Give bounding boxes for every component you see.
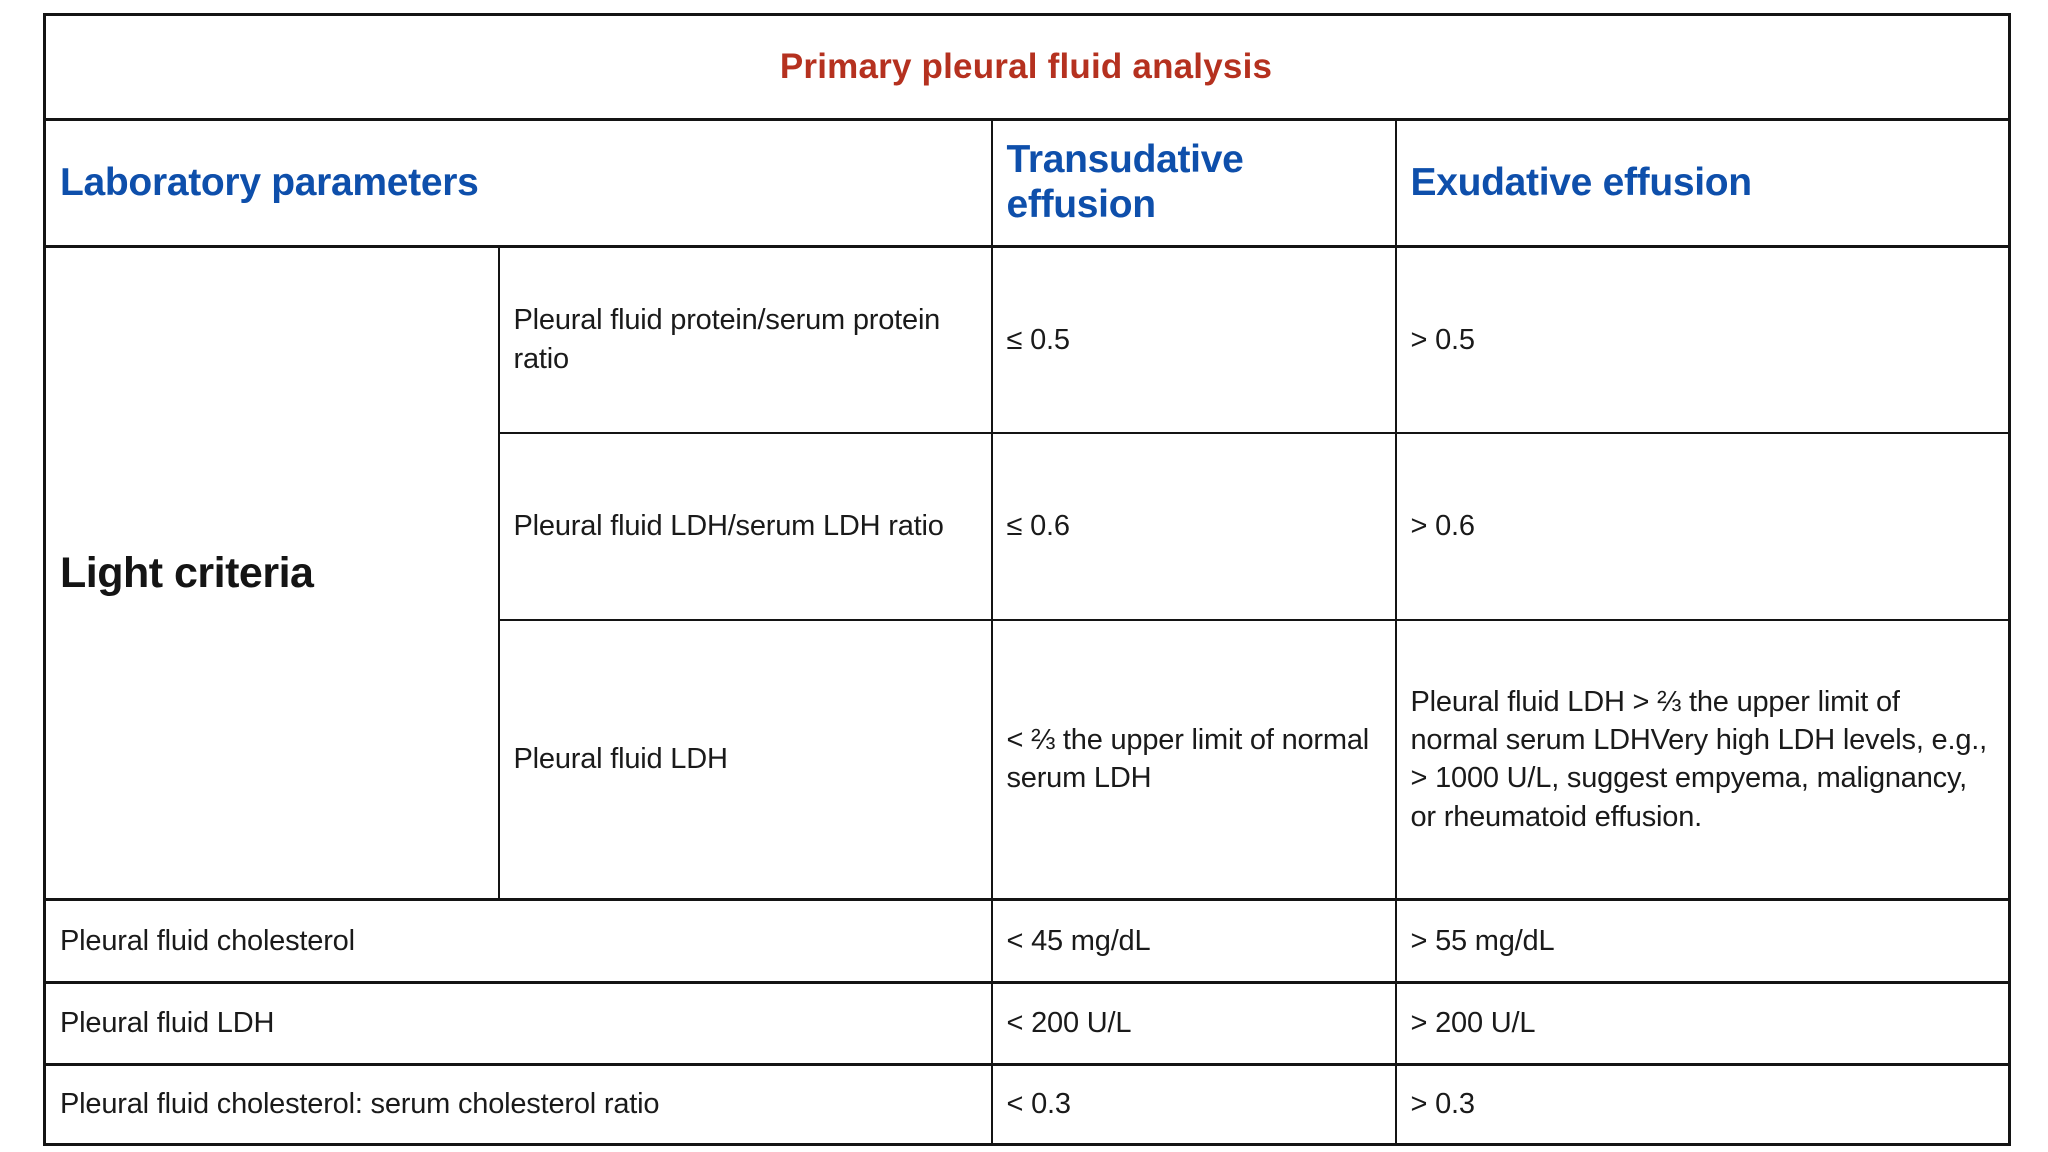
row-pleural-fluid-ldh-light: Pleural fluid LDH < ⅔ the upper limit of… [45, 618, 2011, 901]
pleural-fluid-analysis-panel: Primary pleural fluid analysis Laborator… [43, 13, 2011, 1146]
transudative-cholesterol-ratio-value: < 0.3 [990, 1063, 1397, 1146]
header-transudative-effusion: Transudative effusion [990, 118, 1397, 248]
exudative-protein-ratio-value: > 0.5 [1394, 245, 2011, 434]
exudative-ldh-absolute-value: > 200 U/L [1394, 981, 2011, 1066]
exudative-ldh-ratio-value: > 0.6 [1394, 431, 2011, 621]
parameter-pleural-fluid-ldh: Pleural fluid LDH [497, 618, 993, 901]
row-protein-ratio: Light criteria Pleural fluid protein/ser… [43, 245, 2011, 901]
exudative-cholesterol-value: > 55 mg/dL [1394, 898, 2011, 984]
exudative-pleural-fluid-ldh-value: Pleural fluid LDH > ⅔ the upper limit of… [1394, 618, 2011, 901]
group-label-light-criteria: Light criteria [43, 245, 500, 901]
transudative-protein-ratio-value: ≤ 0.5 [990, 245, 1397, 434]
transudative-pleural-fluid-ldh-value: < ⅔ the upper limit of normal serum LDH [990, 618, 1397, 901]
parameter-ldh-ratio: Pleural fluid LDH/serum LDH ratio [497, 431, 993, 621]
parameter-protein-ratio: Pleural fluid protein/serum protein rati… [497, 245, 993, 434]
parameter-cholesterol-ratio: Pleural fluid cholesterol: serum cholest… [43, 1063, 993, 1146]
row-ldh-absolute: Pleural fluid LDH < 200 U/L > 200 U/L [43, 981, 2011, 1066]
pleural-fluid-analysis-table: Primary pleural fluid analysis Laborator… [43, 13, 2011, 1146]
transudative-ldh-ratio-value: ≤ 0.6 [990, 431, 1397, 621]
row-cholesterol-ratio: Pleural fluid cholesterol: serum cholest… [43, 1063, 2011, 1146]
parameter-ldh-absolute: Pleural fluid LDH [43, 981, 993, 1066]
header-laboratory-parameters: Laboratory parameters [43, 118, 993, 248]
header-exudative-effusion: Exudative effusion [1394, 118, 2011, 248]
exudative-cholesterol-ratio-value: > 0.3 [1394, 1063, 2011, 1146]
row-ldh-ratio: Pleural fluid LDH/serum LDH ratio ≤ 0.6 … [45, 431, 2011, 621]
row-cholesterol: Pleural fluid cholesterol < 45 mg/dL > 5… [43, 898, 2011, 984]
transudative-cholesterol-value: < 45 mg/dL [990, 898, 1397, 984]
title-row: Primary pleural fluid analysis [43, 13, 2011, 121]
table-title: Primary pleural fluid analysis [43, 13, 2011, 121]
column-header-row: Laboratory parameters Transudative effus… [43, 118, 2011, 248]
transudative-ldh-absolute-value: < 200 U/L [990, 981, 1397, 1066]
parameter-cholesterol: Pleural fluid cholesterol [43, 898, 993, 984]
